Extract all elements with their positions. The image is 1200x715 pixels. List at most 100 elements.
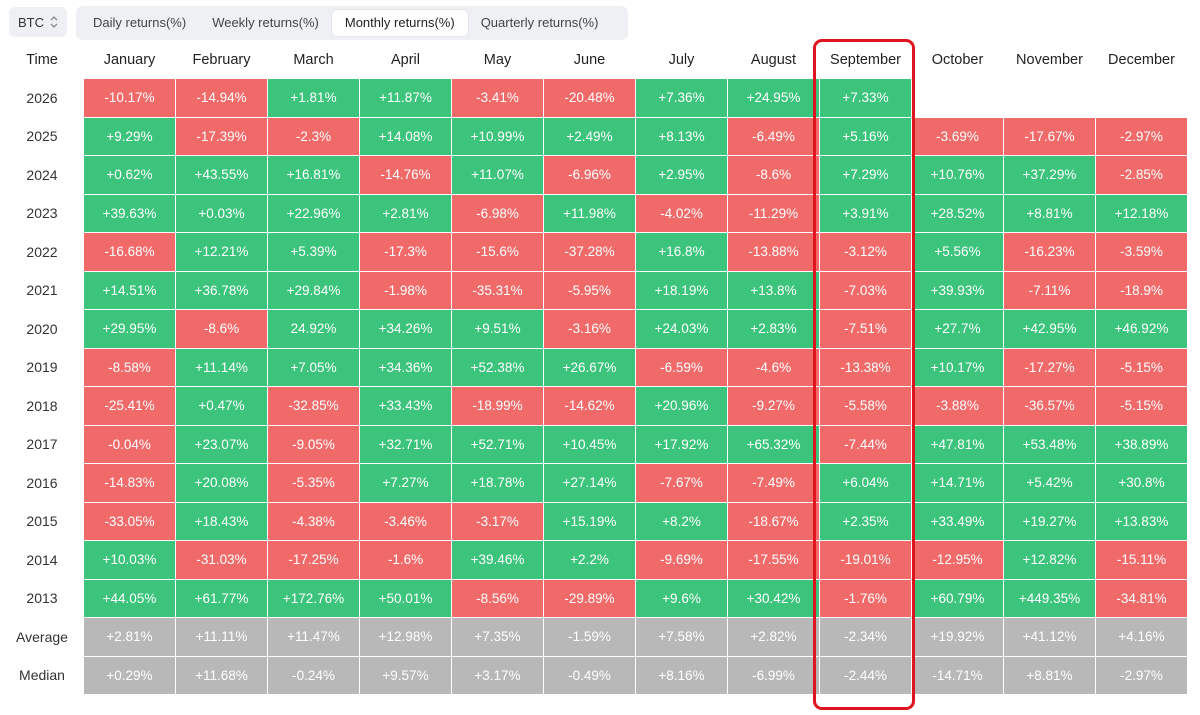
return-cell: +3.91% xyxy=(820,194,911,232)
return-cell: +2.95% xyxy=(636,156,727,194)
return-cell: -29.89% xyxy=(544,579,635,617)
return-cell: -1.76% xyxy=(820,579,911,617)
return-cell: +7.36% xyxy=(636,79,727,117)
return-cell: +20.08% xyxy=(176,464,267,502)
tab-daily-returns[interactable]: Daily returns(%) xyxy=(93,15,187,30)
return-cell: -3.46% xyxy=(360,502,451,540)
return-cell: +28.52% xyxy=(912,194,1003,232)
return-cell: +36.78% xyxy=(176,271,267,309)
return-cell: +449.35% xyxy=(1004,579,1095,617)
return-cell: +5.42% xyxy=(1004,464,1095,502)
return-cell: -17.67% xyxy=(1004,117,1095,155)
return-cell: -3.17% xyxy=(452,502,543,540)
return-cell: -9.05% xyxy=(268,425,359,463)
return-cell: +27.7% xyxy=(912,310,1003,348)
return-cell: +6.04% xyxy=(820,464,911,502)
return-cell: -3.88% xyxy=(912,387,1003,425)
return-cell: -34.81% xyxy=(1096,579,1187,617)
tab-monthly-returns[interactable]: Monthly returns(%) xyxy=(331,10,468,36)
return-cell: +27.14% xyxy=(544,464,635,502)
return-cell: -35.31% xyxy=(452,271,543,309)
tab-quarterly-returns[interactable]: Quarterly returns(%) xyxy=(480,15,599,30)
return-cell: +14.08% xyxy=(360,117,451,155)
return-cell: -11.29% xyxy=(728,194,819,232)
return-cell: +5.39% xyxy=(268,233,359,271)
return-cell: +10.03% xyxy=(84,541,175,579)
return-cell: +2.82% xyxy=(728,618,819,656)
return-cell: +8.81% xyxy=(1004,194,1095,232)
return-cell: -20.48% xyxy=(544,79,635,117)
return-cell: -14.71% xyxy=(912,656,1003,694)
return-cell: -3.12% xyxy=(820,233,911,271)
returns-table-body: 2026 -10.17% -14.94% +1.81% +11.87% -3.41% -20… xyxy=(1,79,1187,694)
return-cell: +52.38% xyxy=(452,348,543,386)
return-cell: +9.57% xyxy=(360,656,451,694)
row-label: 2020 xyxy=(1,310,83,348)
return-cell: +22.96% xyxy=(268,194,359,232)
return-cell: -16.68% xyxy=(84,233,175,271)
column-header-month: May xyxy=(483,51,512,68)
return-cell: +8.2% xyxy=(636,502,727,540)
return-cell: -8.58% xyxy=(84,348,175,386)
return-cell: +8.13% xyxy=(636,117,727,155)
column-header-month: January xyxy=(103,51,156,68)
return-cell: -6.96% xyxy=(544,156,635,194)
return-cell: +47.81% xyxy=(912,425,1003,463)
return-cell: +11.87% xyxy=(360,79,451,117)
table-row: 2023 +39.63% +0.03% +22.96% +2.81% -6.98% +11.… xyxy=(1,194,1187,232)
table-row: 2020 +29.95% -8.6% 24.92% +34.26% +9.51% -3.16… xyxy=(1,310,1187,348)
column-header-month: April xyxy=(390,51,420,68)
return-cell: +11.11% xyxy=(176,618,267,656)
table-row: 2022 -16.68% +12.21% +5.39% -17.3% -15.6% -37.… xyxy=(1,233,1187,271)
return-cell: +10.99% xyxy=(452,117,543,155)
return-cell: +0.62% xyxy=(84,156,175,194)
header-row: Time January February March April May Ju… xyxy=(1,41,1187,78)
return-cell: -4.38% xyxy=(268,502,359,540)
column-header-month: October xyxy=(931,51,984,68)
return-cell: -3.59% xyxy=(1096,233,1187,271)
tab-weekly-returns[interactable]: Weekly returns(%) xyxy=(212,15,319,30)
return-cell: +33.43% xyxy=(360,387,451,425)
return-cell: -3.16% xyxy=(544,310,635,348)
return-cell: -9.27% xyxy=(728,387,819,425)
return-cell: -0.04% xyxy=(84,425,175,463)
return-cell: +41.12% xyxy=(1004,618,1095,656)
return-cell: -17.25% xyxy=(268,541,359,579)
table-row: 2026 -10.17% -14.94% +1.81% +11.87% -3.41% -20… xyxy=(1,79,1187,117)
return-cell: +7.33% xyxy=(820,79,911,117)
return-cell: +33.49% xyxy=(912,502,1003,540)
return-cell: -12.95% xyxy=(912,541,1003,579)
return-cell: -5.35% xyxy=(268,464,359,502)
return-cell: -7.49% xyxy=(728,464,819,502)
return-cell: +24.95% xyxy=(728,79,819,117)
return-cell: +9.51% xyxy=(452,310,543,348)
return-cell: +60.79% xyxy=(912,579,1003,617)
return-cell: -18.9% xyxy=(1096,271,1187,309)
asset-select[interactable]: BTC xyxy=(9,7,67,37)
return-cell: -17.55% xyxy=(728,541,819,579)
return-cell: -19.01% xyxy=(820,541,911,579)
return-cell: +30.42% xyxy=(728,579,819,617)
row-label: 2017 xyxy=(1,425,83,463)
return-cell: +7.29% xyxy=(820,156,911,194)
return-cell: +42.95% xyxy=(1004,310,1095,348)
return-cell: +61.77% xyxy=(176,579,267,617)
return-cell: +52.71% xyxy=(452,425,543,463)
row-label: 2023 xyxy=(1,194,83,232)
return-cell: -5.15% xyxy=(1096,387,1187,425)
table-row: 2018 -25.41% +0.47% -32.85% +33.43% -18.99% -1… xyxy=(1,387,1187,425)
return-cell: +18.78% xyxy=(452,464,543,502)
return-cell: +172.76% xyxy=(268,579,359,617)
return-cell: +2.81% xyxy=(360,194,451,232)
return-cell: +0.29% xyxy=(84,656,175,694)
return-cell: +1.81% xyxy=(268,79,359,117)
return-cell: -8.56% xyxy=(452,579,543,617)
return-cell: -10.17% xyxy=(84,79,175,117)
return-cell: +46.92% xyxy=(1096,310,1187,348)
return-cell: +23.07% xyxy=(176,425,267,463)
return-cell: -7.11% xyxy=(1004,271,1095,309)
table-row: 2025 +9.29% -17.39% -2.3% +14.08% +10.99% +2.4… xyxy=(1,117,1187,155)
row-label: 2024 xyxy=(1,156,83,194)
table-row: 2021 +14.51% +36.78% +29.84% -1.98% -35.31% -5… xyxy=(1,271,1187,309)
table-row: 2019 -8.58% +11.14% +7.05% +34.36% +52.38% +26… xyxy=(1,348,1187,386)
